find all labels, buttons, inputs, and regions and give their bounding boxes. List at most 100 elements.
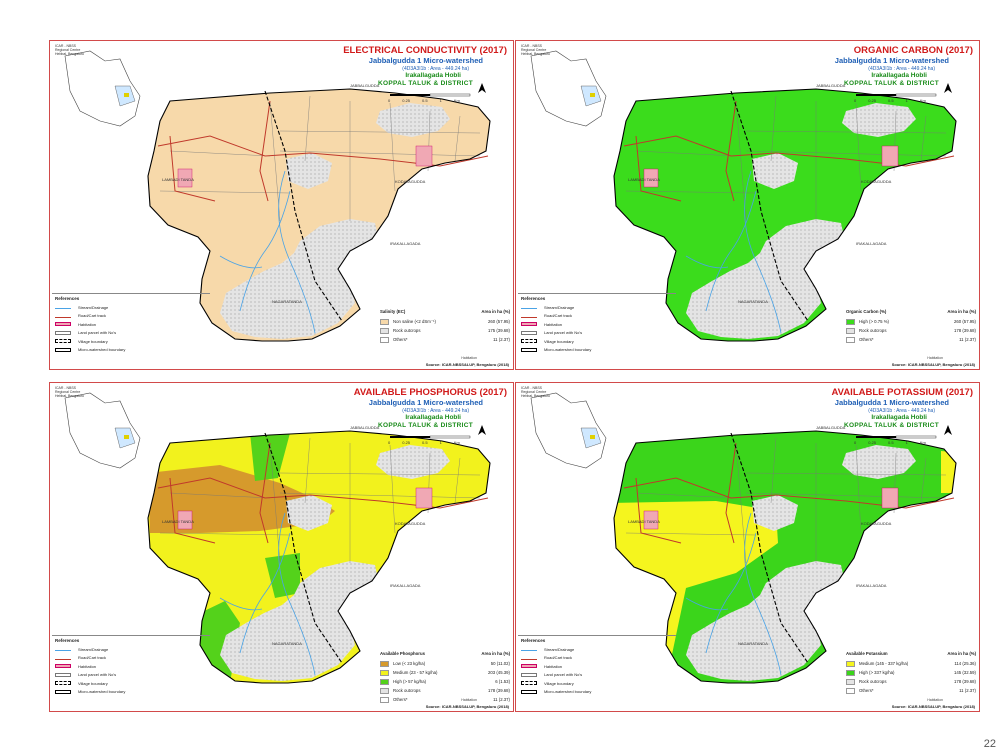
inset-location-map (530, 50, 607, 127)
district-name: KOPPAL TALUK & DISTRICT (377, 80, 473, 87)
legend-title: Available Phosphorus (380, 651, 425, 656)
institute-logo-text: ICAR - NBSS Regional Centre Hebbal, Bengal… (55, 386, 84, 398)
legend-title: Available Potassium (846, 651, 888, 656)
place-label: IRAKALLAGADA (856, 241, 887, 246)
reference-row: Stream/Drainage (52, 303, 210, 312)
rock-outcrop (686, 219, 846, 339)
north-arrow-icon (944, 425, 952, 435)
place-label: NAGARATANDA (738, 299, 768, 304)
legend-label: Rock outcrops (393, 688, 421, 693)
zone-medium (941, 451, 956, 493)
logo-line: Hebbal, Bengaluru (55, 52, 84, 56)
parcel-symbol-icon (55, 330, 71, 335)
zone-high (614, 89, 956, 341)
legend-row: Others* 11 (2.37) (846, 686, 976, 695)
habitation-symbol-icon (521, 322, 537, 327)
habitation-marker (643, 510, 659, 530)
reference-row: Micro-watershed boundary (52, 688, 210, 697)
area-note: (4D3A3I1b : Area - 449.24 ha) (868, 408, 935, 414)
map-canvas (64, 392, 491, 684)
legend-row: Rock outcrops 178 (39.68) (380, 686, 510, 695)
legend-row: Medium (23 - 57 kg/ha) 203 (45.39) (380, 668, 510, 677)
village-boundary (264, 90, 343, 322)
scale-tick: 1 (439, 440, 442, 445)
scale-tick: 1 (905, 440, 908, 445)
village-boundary (730, 432, 809, 664)
north-arrow-icon (478, 83, 486, 93)
map-title: AVAILABLE POTASSIUM (2017) (831, 387, 973, 398)
legend-area: 145 (32.59) (954, 670, 976, 675)
legend-area: 114 (25.36) (954, 661, 976, 666)
scale-unit: Km (919, 440, 926, 445)
reference-label: Land parcel with No's (544, 330, 583, 336)
road-lines (157, 442, 489, 544)
reference-label: Village boundary (544, 338, 574, 344)
rock-outcrop (220, 561, 380, 681)
reference-label: Habitation (78, 663, 97, 669)
legend-row: Rock outcrops 178 (39.68) (846, 326, 976, 335)
district-name: KOPPAL TALUK & DISTRICT (843, 80, 939, 87)
legend-area: 203 (45.39) (488, 670, 510, 675)
legend-label: Rock outcrops (393, 328, 421, 333)
drainage-symbol-icon (521, 305, 537, 310)
references-box: References Stream/Drainage Road/Cart track… (518, 293, 676, 368)
reference-row: Stream/Drainage (518, 645, 676, 654)
logo-line: ICAR - NBSS (521, 386, 543, 390)
village-symbol-icon (55, 339, 71, 344)
village-symbol-icon (55, 681, 71, 686)
place-label: IRAKALLAGADA (390, 583, 421, 588)
map-canvas (64, 50, 491, 342)
theme-layer (148, 89, 490, 341)
map-panel-oc: ICAR - NBSS Regional Centre Hebbal, Bengal… (515, 40, 980, 370)
logo-line: Regional Centre (521, 390, 547, 394)
reference-row: Village boundary (52, 337, 210, 346)
legend-area-title: Area in ha (%) (481, 651, 510, 656)
legend-row: Non saline (<2 dSm⁻¹) 260 (57.95) (380, 317, 510, 326)
scale-unit: Km (453, 98, 460, 103)
legend-row: Rock outcrops 175 (39.68) (380, 326, 510, 335)
scale-tick: 0.25 (868, 98, 877, 103)
legend-area: 11 (2.37) (959, 337, 976, 342)
reference-row: Habitation (52, 662, 210, 671)
north-arrow-icon (478, 425, 486, 435)
logo-line: ICAR - NBSS (55, 386, 77, 390)
reference-row: Village boundary (52, 679, 210, 688)
habitation-symbol-icon (55, 664, 71, 669)
habitation-tag: Habitation (927, 356, 943, 360)
legend-area: 11 (2.37) (493, 337, 510, 342)
legend-label: Others* (393, 337, 408, 342)
parcel-symbol-icon (521, 672, 537, 677)
drainage-symbol-icon (521, 647, 537, 652)
place-label: KODATAGUDDA (861, 179, 892, 184)
drainage-lines (685, 512, 782, 676)
legend-area: 178 (39.68) (954, 679, 976, 684)
area-note: (4D3A3I1b : Area - 449.24 ha) (868, 66, 935, 72)
scale-tick: 0.25 (402, 98, 411, 103)
place-label: KODATAGUDDA (861, 521, 892, 526)
zone-high (250, 433, 290, 481)
reference-label: Road/Cart track (78, 313, 107, 319)
legend-swatch (380, 687, 389, 694)
place-label: NAGARATANDA (738, 641, 768, 646)
village-boundary (264, 432, 343, 664)
map-canvas (530, 392, 957, 684)
scale-tick: 0 (854, 440, 857, 445)
logo-line: Regional Centre (521, 48, 547, 52)
rock-outcrop (752, 495, 798, 531)
legend-area: 178 (39.68) (488, 688, 510, 693)
legend-area: 6 (1.53) (495, 679, 510, 684)
habitation-tag: Habitation (461, 698, 477, 702)
legend-label: Low (< 23 kg/ha) (393, 661, 426, 666)
legend-swatch (846, 318, 855, 325)
reference-label: Road/Cart track (544, 655, 573, 661)
parcel-symbol-icon (55, 672, 71, 677)
reference-row: Stream/Drainage (518, 303, 676, 312)
place-label: IRAKALLAGADA (856, 583, 887, 588)
reference-row: Habitation (518, 662, 676, 671)
reference-label: Village boundary (78, 338, 108, 344)
habitation-tag: Habitation (461, 356, 477, 360)
rock-outcrop (686, 561, 846, 681)
parcel-symbol-icon (521, 330, 537, 335)
logo-line: Hebbal, Bengaluru (55, 394, 84, 398)
reference-row: Land parcel with No's (52, 671, 210, 680)
